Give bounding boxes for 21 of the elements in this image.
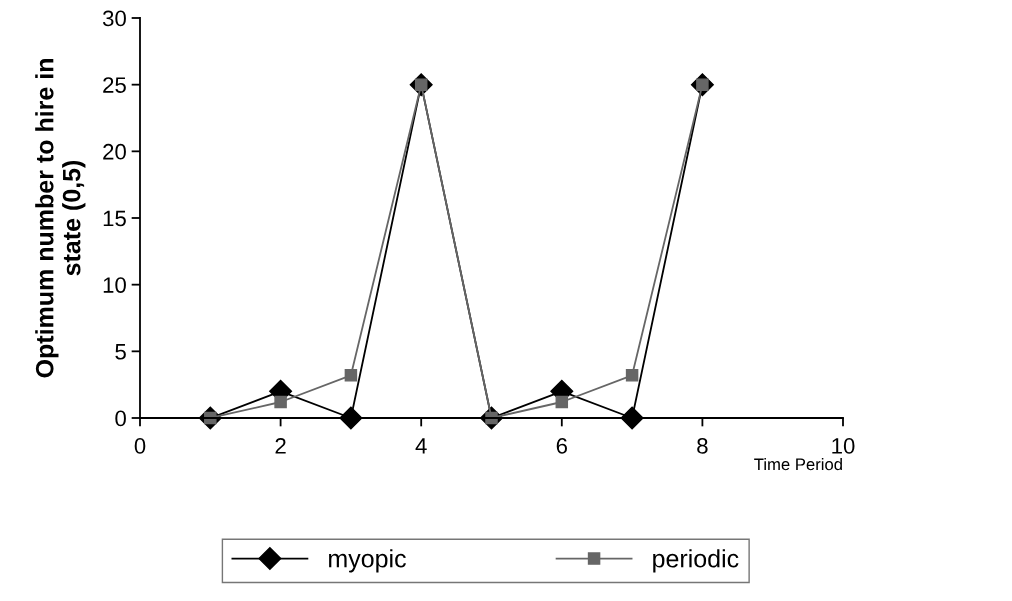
legend-label: periodic xyxy=(653,549,739,573)
y-tick-label: 10 xyxy=(103,277,126,293)
y-tick-label: 0 xyxy=(115,410,126,427)
y-tick-label: 5 xyxy=(115,344,126,360)
x-tick-label: 10 xyxy=(832,438,855,454)
x-axis-title: Time Period xyxy=(754,458,842,471)
point xyxy=(555,395,569,409)
y-tick-label: 15 xyxy=(103,210,126,227)
y-tick-label: 30 xyxy=(102,10,126,27)
x-tick-label: 6 xyxy=(556,438,567,454)
x-tick-label: 2 xyxy=(275,438,286,454)
point xyxy=(274,395,287,409)
x-tick-label: 0 xyxy=(134,438,146,454)
y-tick-label: 25 xyxy=(103,77,126,93)
y-axis-title: Optimum number to hire in state (0,5) xyxy=(35,59,86,378)
x-tick-label: 8 xyxy=(697,438,708,454)
point xyxy=(625,369,639,382)
point xyxy=(344,369,358,382)
x-tick-label: 4 xyxy=(415,438,427,454)
legend-label: myopic xyxy=(329,549,406,573)
y-tick-label: 20 xyxy=(103,143,126,160)
